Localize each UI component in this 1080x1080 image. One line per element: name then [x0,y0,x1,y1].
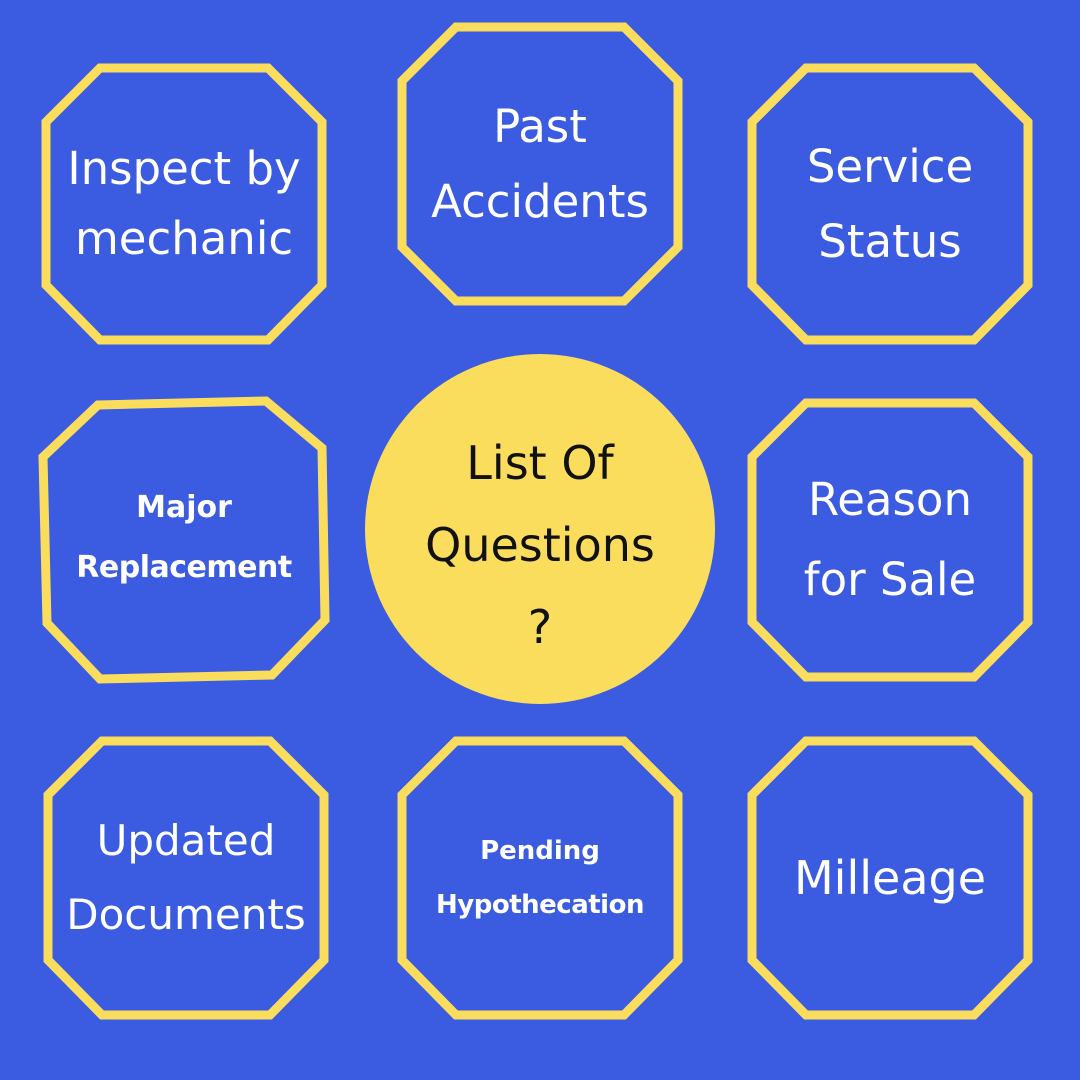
item-line-2: Documents [66,890,306,939]
octagon-service-status [747,63,1033,345]
item-line-1: Major [136,490,232,525]
center-title: List Of Questions ? [365,430,715,660]
item-updated-documents: Updated Documents [48,741,324,1015]
item-line-2: for Sale [803,553,977,606]
item-reason-for-sale: Reason for Sale [752,403,1028,677]
item-line-2: Hypothecation [436,890,644,920]
center-line-1: List Of [466,436,614,490]
octagon-inspect-by-mechanic [41,63,327,345]
item-line-1: Inspect by [67,142,301,195]
item-line-1: Reason [807,473,972,526]
octagon-pending-hypothecation [397,736,683,1020]
octagon-reason-for-sale [747,398,1033,682]
octagon-past-accidents [397,22,683,306]
center-circle [365,354,715,704]
item-line-2: Accidents [431,175,649,228]
item-line-1: Past [493,100,587,153]
octagon-major-replacement [38,396,330,684]
item-line-1: Milleage [793,851,987,905]
center-line-2: Questions [425,518,655,572]
octagon-updated-documents [43,736,329,1020]
item-line-1: Service [806,140,974,193]
item-line-1: Pending [480,836,600,866]
item-line-1: Updated [96,816,276,865]
item-past-accidents: Past Accidents [402,27,678,301]
item-pending-hypothecation: Pending Hypothecation [402,741,678,1015]
item-inspect-by-mechanic: Inspect by mechanic [46,68,322,340]
item-line-2: Status [818,215,962,268]
item-line-2: Replacement [76,550,292,585]
item-milleage: Milleage [752,741,1028,1015]
item-line-2: mechanic [74,212,294,265]
item-service-status: Service Status [752,68,1028,340]
item-major-replacement: Major Replacement [43,402,325,674]
center-line-3: ? [527,600,553,654]
octagon-milleage [747,736,1033,1020]
